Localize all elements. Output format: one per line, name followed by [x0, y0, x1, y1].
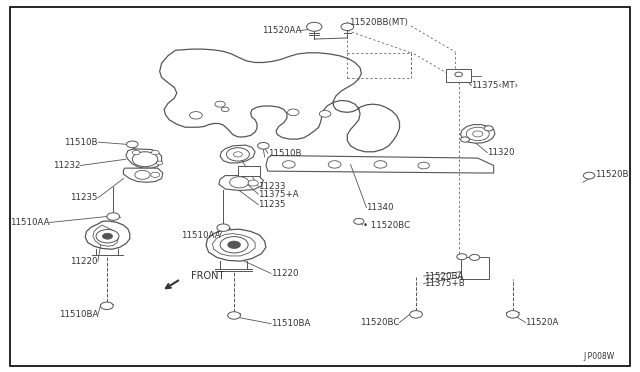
Text: 11510BA: 11510BA: [59, 310, 98, 319]
Circle shape: [319, 110, 331, 117]
Circle shape: [230, 177, 249, 188]
Circle shape: [506, 311, 519, 318]
Circle shape: [473, 131, 483, 137]
Text: 11233: 11233: [259, 182, 286, 190]
Circle shape: [107, 213, 120, 220]
Circle shape: [484, 126, 493, 131]
Circle shape: [132, 152, 157, 167]
Circle shape: [96, 230, 119, 243]
Circle shape: [215, 101, 225, 107]
Polygon shape: [206, 229, 266, 261]
Circle shape: [156, 161, 163, 165]
Circle shape: [287, 109, 299, 116]
Circle shape: [410, 311, 422, 318]
Circle shape: [135, 170, 150, 179]
Polygon shape: [461, 125, 495, 143]
Circle shape: [282, 161, 295, 168]
Text: J P008W: J P008W: [583, 352, 614, 361]
Circle shape: [228, 241, 241, 248]
Circle shape: [234, 152, 243, 157]
Circle shape: [220, 237, 248, 253]
Polygon shape: [93, 225, 118, 246]
Circle shape: [152, 150, 159, 155]
Text: 11320: 11320: [487, 148, 515, 157]
Polygon shape: [219, 176, 264, 190]
Text: 11375+B: 11375+B: [424, 279, 465, 288]
Text: 11235: 11235: [70, 193, 98, 202]
Circle shape: [328, 161, 341, 168]
Circle shape: [341, 23, 354, 31]
Circle shape: [258, 142, 269, 149]
Text: 11520A: 11520A: [525, 318, 559, 327]
Circle shape: [127, 141, 138, 148]
Circle shape: [248, 180, 259, 186]
Text: 11510AA: 11510AA: [10, 218, 49, 227]
Circle shape: [584, 172, 595, 179]
Text: 11375‹MT›: 11375‹MT›: [472, 81, 518, 90]
Text: 11520AA: 11520AA: [262, 26, 301, 35]
Text: 11510B: 11510B: [268, 149, 301, 158]
Circle shape: [455, 72, 463, 77]
Circle shape: [189, 112, 202, 119]
Circle shape: [132, 150, 140, 155]
Text: 11520B: 11520B: [595, 170, 629, 179]
Circle shape: [151, 172, 159, 177]
Circle shape: [307, 22, 322, 31]
Text: 11375+A: 11375+A: [259, 190, 299, 199]
Polygon shape: [126, 149, 161, 168]
Polygon shape: [159, 49, 399, 152]
Polygon shape: [212, 234, 255, 256]
Bar: [238, 166, 260, 176]
Circle shape: [227, 148, 250, 161]
Text: FRONT: FRONT: [191, 271, 225, 281]
Text: 11510BA: 11510BA: [271, 319, 310, 328]
Text: 11340: 11340: [367, 203, 394, 212]
Circle shape: [354, 218, 364, 224]
Circle shape: [102, 233, 113, 239]
Text: 11235: 11235: [259, 200, 286, 209]
Text: • 11520BC: • 11520BC: [363, 221, 410, 230]
Circle shape: [457, 254, 467, 260]
Circle shape: [418, 162, 429, 169]
Text: 11520BB(MT): 11520BB(MT): [349, 18, 408, 27]
Circle shape: [100, 302, 113, 310]
Text: 11520BA: 11520BA: [424, 272, 463, 280]
Circle shape: [228, 312, 241, 319]
Text: 11510B: 11510B: [65, 138, 98, 147]
Text: 11220: 11220: [70, 257, 98, 266]
Circle shape: [467, 127, 489, 141]
Text: 11520BC: 11520BC: [360, 318, 399, 327]
Text: 11232: 11232: [52, 161, 80, 170]
Bar: [446, 69, 472, 82]
Polygon shape: [220, 145, 255, 163]
Polygon shape: [124, 168, 163, 182]
Polygon shape: [85, 221, 130, 249]
Polygon shape: [266, 155, 493, 173]
Text: 11220: 11220: [271, 269, 298, 278]
Circle shape: [221, 107, 229, 112]
Circle shape: [374, 161, 387, 168]
Circle shape: [470, 254, 479, 260]
Circle shape: [217, 224, 230, 231]
Text: 11510AA: 11510AA: [180, 231, 220, 240]
Circle shape: [461, 137, 470, 142]
Bar: [461, 257, 489, 279]
